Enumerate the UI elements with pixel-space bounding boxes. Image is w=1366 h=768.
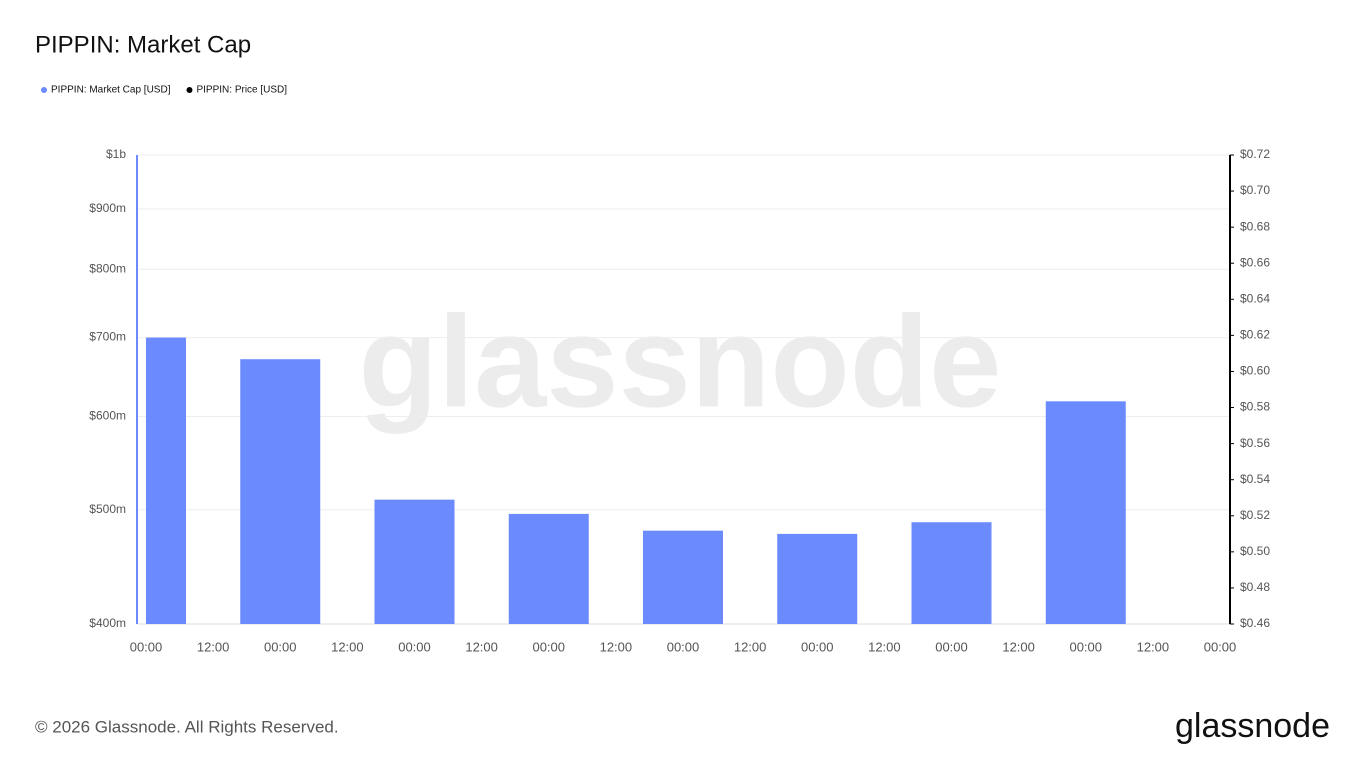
bar [911,522,992,624]
y2-tick-label: $0.54 [1240,472,1270,486]
y-tick-label: $400m [89,616,126,630]
x-tick-label: 00:00 [532,639,565,654]
legend-marker [186,87,193,93]
bar [777,533,858,624]
y2-tick-label: $0.62 [1240,328,1270,342]
x-tick-label: 00:00 [801,639,834,654]
bar [374,499,455,624]
legend-marker [41,87,47,93]
chart-title: PIPPIN: Market Cap [35,31,251,58]
bar [146,337,186,624]
x-tick-label: 00:00 [1069,639,1102,654]
y2-tick-label: $0.50 [1240,544,1270,558]
y2-tick-label: $0.68 [1240,219,1270,233]
y-tick-label: $600m [89,409,126,423]
plot-area [146,337,1126,624]
x-tick-label: 12:00 [331,639,364,654]
watermark: glassnode [359,288,1002,434]
x-tick-label: 12:00 [734,639,767,654]
bar [643,530,723,624]
y2-tick-label: $0.52 [1240,508,1270,522]
y-tick-label: $1b [106,147,126,161]
x-tick-label: 00:00 [667,639,700,654]
y2-tick-label: $0.66 [1240,255,1270,269]
x-tick-label: 00:00 [398,639,431,654]
y-tick-label: $800m [89,261,126,275]
x-tick-label: 12:00 [197,639,230,654]
x-tick-label: 12:00 [1137,639,1170,654]
y2-tick-label: $0.56 [1240,436,1270,450]
brand: glassnode [1175,707,1330,745]
footer: © 2026 Glassnode. All Rights Reserved. [35,717,339,736]
x-tick-label: 12:00 [1002,639,1035,654]
legend-label: PIPPIN: Price [USD] [196,85,287,96]
y2-tick-label: $0.70 [1240,183,1270,197]
x-tick-label: 00:00 [935,639,968,654]
y2-tick-label: $0.46 [1240,616,1270,630]
x-tick-label: 12:00 [868,639,901,654]
y2-tick-label: $0.58 [1240,400,1270,414]
x-tick-label: 12:00 [600,639,633,654]
y2-tick-label: $0.48 [1240,580,1270,594]
x-tick-label: 00:00 [264,639,297,654]
bar [240,359,321,624]
y-tick-label: $900m [89,201,126,215]
bar [1045,401,1126,624]
x-tick-label: 12:00 [465,639,498,654]
legend: PIPPIN: Market Cap [USD] PIPPIN: Price [U… [41,85,287,96]
y2-tick-label: $0.64 [1240,291,1270,305]
y2-tick-label: $0.60 [1240,364,1270,378]
y-tick-label: $500m [89,502,126,516]
x-tick-label: 00:00 [1204,639,1237,654]
bar [508,513,589,624]
y2-tick-label: $0.72 [1240,147,1270,161]
x-tick-label: 00:00 [130,639,163,654]
legend-label: PIPPIN: Market Cap [USD] [51,85,171,96]
y-tick-label: $700m [89,330,126,344]
